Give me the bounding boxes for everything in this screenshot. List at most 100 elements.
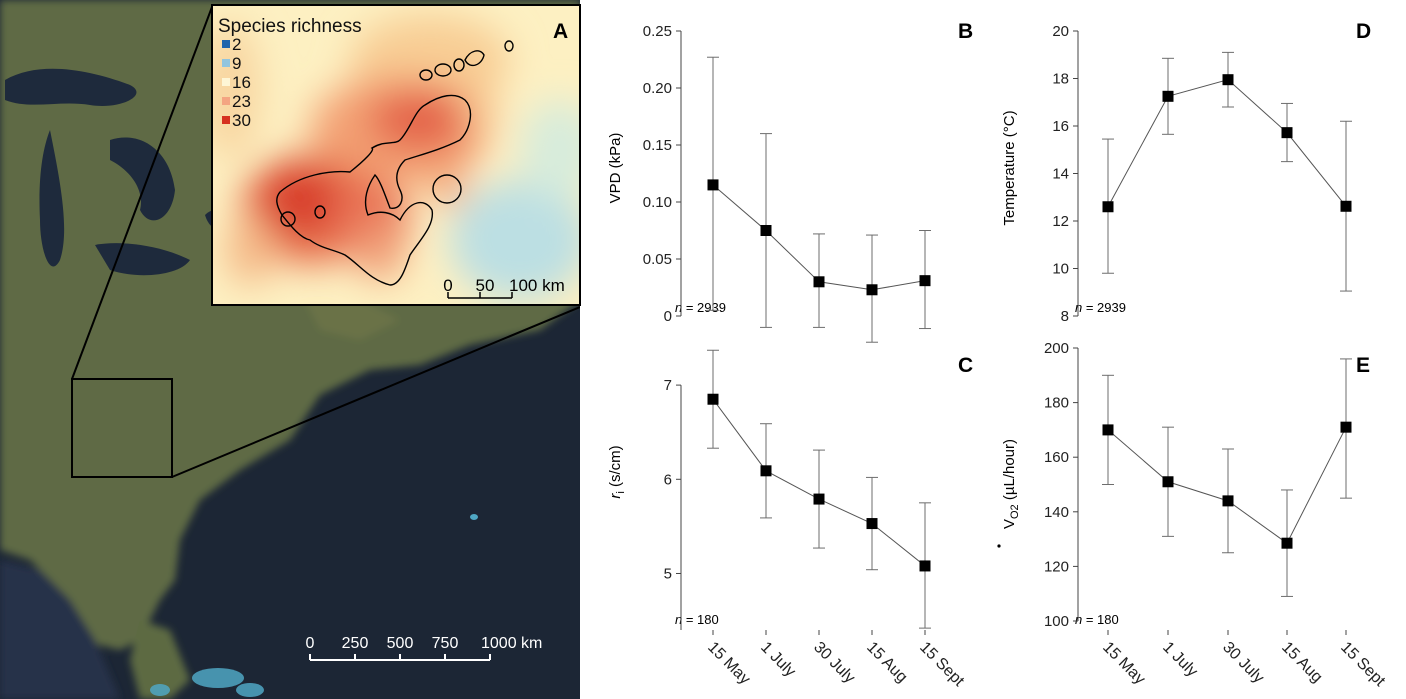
- y-axis-label-text: VO2 (µL/hour): [1001, 439, 1021, 529]
- x-tick-label: 1 July: [1159, 639, 1201, 681]
- panel-label-b: B: [958, 20, 973, 43]
- data-point: [760, 465, 772, 477]
- chart-panel-c: C ri (s/cm) n = 180 5 6 7 15 May 1 July 30 Ju…: [607, 349, 973, 690]
- panel-label-a: A: [553, 20, 568, 43]
- chart-panel-d: D Temperature (°C) n = 2939 8 10 12 14 16 18 2…: [1001, 20, 1371, 325]
- n-symbol: n: [1075, 300, 1082, 315]
- plot-area: 5 6 7 15 May 1 July 30 July 15 Aug 15 Sept: [664, 349, 968, 690]
- great-lakes: [5, 68, 232, 276]
- map-scale-label: 250: [342, 635, 369, 652]
- x-tick-label: 1 July: [757, 639, 799, 681]
- range-outlines: [276, 40, 514, 286]
- y-axis-label: VO2 (µL/hour): [997, 439, 1021, 548]
- series-line: [1107, 426, 1347, 544]
- legend-swatch: [222, 59, 230, 67]
- data-point: [1102, 424, 1114, 436]
- x-tick-label: 30 July: [1219, 639, 1267, 687]
- y-tick-label: 0.20: [643, 80, 672, 97]
- plot-area: 0 0.05 0.10 0.15 0.20 0.25: [643, 23, 931, 343]
- x-tick-label: 15 Aug: [863, 639, 910, 686]
- y-tick-label: 14: [1052, 166, 1069, 183]
- chart-panel-e: E VO2 (µL/hour) n = 180 100 120 140 160 180 2…: [997, 340, 1389, 690]
- y-axis-label: ri (s/cm): [607, 445, 627, 498]
- y-axis-label-subscript: O2: [1009, 504, 1021, 519]
- y-tick-label: 100: [1044, 613, 1069, 630]
- rate-dot: [997, 544, 1001, 548]
- inset-scale-label: 100 km: [509, 276, 565, 295]
- richness-legend: 2 9 16 23 30: [222, 35, 251, 130]
- zoom-line-top: [71, 6, 213, 380]
- data-point: [1222, 495, 1234, 507]
- data-point: [1222, 74, 1234, 86]
- n-symbol: n: [1075, 612, 1082, 627]
- inset-scale-label: 0: [443, 276, 452, 295]
- species-richness-inset: Species richness 2 9 16 23 30 A 0 50 100…: [211, 4, 581, 306]
- data-point: [919, 275, 931, 287]
- study-area-box: [71, 378, 173, 478]
- data-point: [1102, 201, 1114, 213]
- y-tick-label: 180: [1044, 395, 1069, 412]
- x-tick-label: 15 Sept: [1337, 639, 1388, 690]
- y-tick-label: 120: [1044, 558, 1069, 575]
- x-tick-label: 15 Aug: [1278, 639, 1325, 686]
- y-tick-label: 6: [664, 471, 672, 488]
- y-tick-label: 18: [1052, 71, 1069, 88]
- data-point: [866, 518, 878, 530]
- inset-scale-label: 50: [476, 276, 495, 295]
- x-tick-label: 15 Sept: [916, 639, 967, 690]
- n-value: = 180: [682, 612, 719, 627]
- y-tick-label: 10: [1052, 261, 1069, 278]
- plot-area: 8 10 12 14 16 18 20: [1052, 23, 1352, 325]
- legend-label: 16: [232, 73, 251, 92]
- n-symbol: n: [675, 300, 682, 315]
- y-axis-label-symbol: r: [607, 493, 624, 499]
- y-tick-label: 0.15: [643, 137, 672, 154]
- data-point: [813, 493, 825, 505]
- bermuda: [470, 514, 478, 520]
- y-tick-label: 12: [1052, 213, 1069, 230]
- legend-swatch: [222, 78, 230, 86]
- y-tick-label: 7: [664, 377, 672, 394]
- y-tick-label: 5: [664, 565, 672, 582]
- legend-swatch: [222, 116, 230, 124]
- y-axis-label-symbol: V: [1001, 519, 1018, 529]
- y-axis-label: Temperature (°C): [1001, 110, 1018, 225]
- x-tick-label: 15 May: [1099, 639, 1148, 688]
- y-tick-label: 140: [1044, 504, 1069, 521]
- legend-label: 30: [232, 111, 251, 130]
- data-point: [1162, 90, 1174, 102]
- data-point: [813, 276, 825, 288]
- x-tick-label: 15 May: [704, 639, 753, 688]
- y-tick-label: 8: [1061, 308, 1069, 325]
- data-point: [760, 225, 772, 236]
- y-tick-label: 16: [1052, 118, 1069, 135]
- data-point: [1162, 476, 1174, 488]
- zoom-line-bottom: [171, 306, 580, 478]
- inset-scale-bar: 0 50 100 km: [443, 276, 565, 299]
- bahamas-shoals: [150, 668, 264, 697]
- map-scale-bar: 0 250 500 750 1000 km: [306, 635, 542, 661]
- y-axis-label: VPD (kPa): [607, 133, 624, 204]
- data-point: [1340, 421, 1352, 433]
- panel-label-d: D: [1356, 20, 1371, 43]
- legend-title: Species richness: [218, 16, 362, 37]
- sample-size-note: n = 180: [675, 612, 719, 627]
- map-scale-label: 500: [387, 635, 414, 652]
- y-tick-label: 160: [1044, 449, 1069, 466]
- n-symbol: n: [675, 612, 682, 627]
- y-tick-label: 200: [1044, 340, 1069, 357]
- legend-label: 23: [232, 92, 251, 111]
- n-value: = 2939: [682, 300, 726, 315]
- map-scale-label: 1000 km: [481, 635, 542, 652]
- data-point: [1281, 537, 1293, 549]
- panel-label-c: C: [958, 354, 973, 377]
- y-tick-label: 0.25: [643, 23, 672, 40]
- data-point: [707, 393, 719, 405]
- data-point: [707, 179, 719, 191]
- y-tick-label: 0.10: [643, 194, 672, 211]
- legend-swatch: [222, 97, 230, 105]
- series-line: [1107, 79, 1347, 207]
- map-scale-label: 750: [432, 635, 459, 652]
